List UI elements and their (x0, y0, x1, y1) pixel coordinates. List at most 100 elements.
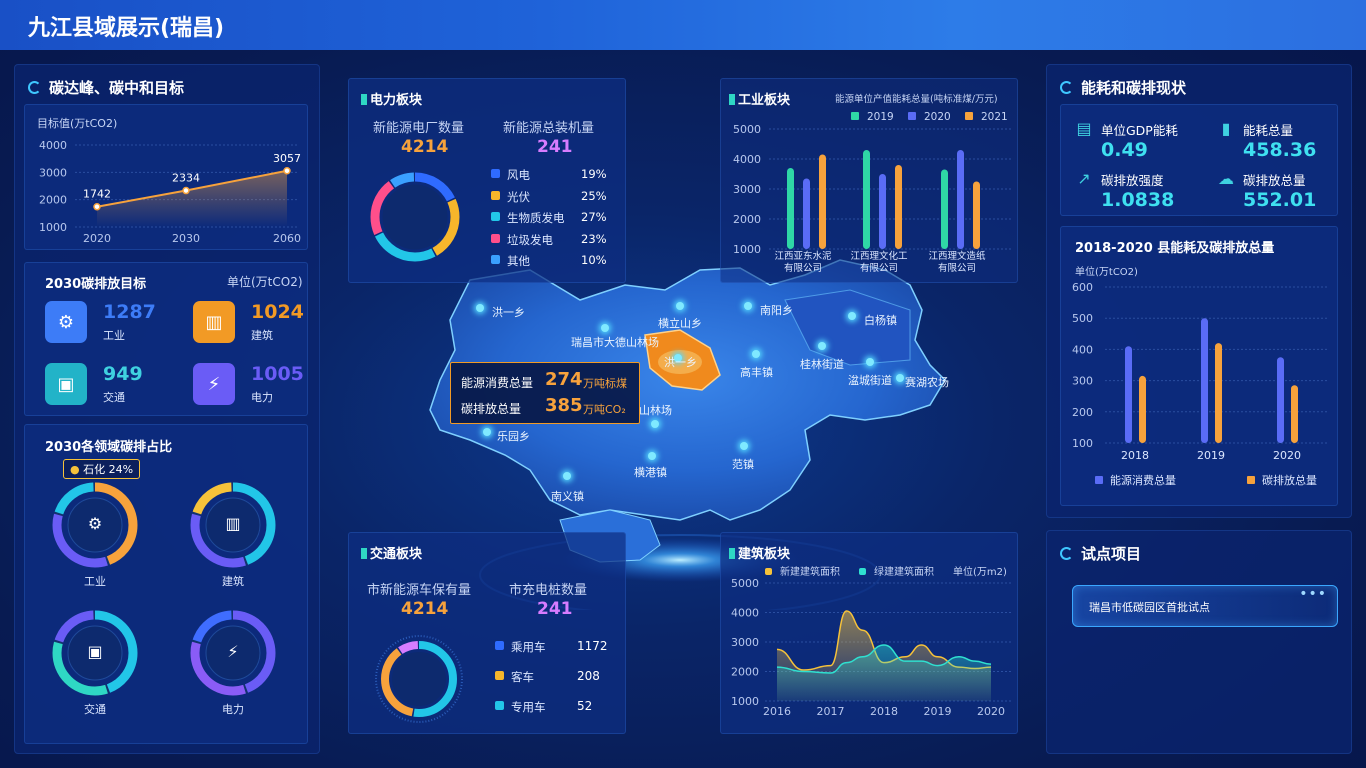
pilot-project-item[interactable]: 瑞昌市低碳园区首批试点 ••• (1072, 585, 1338, 627)
energy-xtick-label: 2020 (1273, 449, 1301, 462)
building-icon: ▥ (225, 514, 241, 533)
building-legend-1: 新建建筑面积 (765, 563, 840, 578)
industry-legend-label: 2021 (981, 111, 1008, 123)
map-point-dot[interactable] (848, 312, 856, 320)
industry-bar (973, 181, 980, 249)
energy-ytick-label: 100 (1072, 437, 1093, 450)
map-point-dot[interactable] (648, 452, 656, 460)
kpi-label: 碳排放强度 (1101, 173, 1164, 188)
trend-icon: ↗ (1077, 169, 1091, 188)
power-stat2-label: 新能源总装机量 (503, 121, 595, 136)
industry-bar (787, 168, 794, 249)
map-point-dot[interactable] (601, 324, 609, 332)
peak-title: 碳达峰、碳中和目标 (49, 79, 185, 97)
traffic-donut-chart (375, 635, 463, 723)
industry-ytick-label: 4000 (733, 153, 761, 166)
power-panel: 电力板块 新能源电厂数量 4214 新能源总装机量 241 风电 19% 光伏 25%… (348, 78, 626, 283)
goal-value: 1005 (251, 363, 304, 385)
map-point-dot[interactable] (563, 472, 571, 480)
goal-2030-unit: 单位(万tCO2) (227, 275, 303, 289)
goal-label: 工业 (103, 329, 125, 342)
kpi-label: 碳排放总量 (1243, 173, 1306, 188)
traffic-stat1-label: 市新能源车保有量 (367, 583, 472, 598)
industry-ytick-label: 5000 (733, 123, 761, 136)
share-2030-title: 2030各领域碳排占比 (45, 440, 173, 455)
peak-point (93, 202, 101, 211)
industry-bar (895, 165, 902, 249)
share-ring-segment (52, 610, 138, 696)
building-title-row: 建筑板块 (729, 543, 790, 562)
kpi-value: 0.49 (1101, 139, 1148, 161)
industry-bar (803, 178, 810, 249)
map-place-label: 洪一乡 (664, 356, 697, 369)
legend-swatch (1247, 476, 1255, 484)
lightning-icon: ⚡ (207, 373, 221, 395)
power-title: 电力板块 (370, 93, 423, 108)
legend-swatch (495, 641, 504, 650)
map-point-dot[interactable] (674, 354, 682, 362)
map-point-dot[interactable] (476, 304, 484, 312)
share-ring-label: 交通 (84, 703, 106, 716)
building-panel: 建筑板块 新建建筑面积 绿建建筑面积 单位(万m2) 5000 4000 3000 2… (720, 532, 1018, 734)
building-unit: 单位(万m2) (953, 567, 1007, 578)
traffic-title: 交通板块 (370, 547, 423, 562)
share-ring-segment (52, 482, 138, 568)
map-place-label: 洪一乡 (492, 306, 525, 319)
energy-legend-label: 碳排放总量 (1262, 473, 1317, 487)
goal-value: 949 (103, 363, 143, 385)
power-stat1-value: 4214 (401, 137, 449, 157)
goal-label: 电力 (251, 391, 273, 404)
map-place-label: 山林场 (639, 404, 672, 417)
power-legend-pct: 27% (581, 210, 607, 224)
section-bar-icon (729, 94, 732, 105)
map-point-dot[interactable] (896, 374, 904, 382)
peak-value-label: 2334 (172, 172, 200, 185)
industry-bar (941, 169, 948, 249)
share-ring-label: 工业 (84, 575, 106, 588)
energy-bar (1139, 375, 1146, 443)
building-ytick-label: 4000 (731, 607, 759, 620)
energy-chart-title: 2018-2020 县能耗及碳排放总量 (1075, 241, 1275, 256)
share-ring-center (67, 497, 123, 553)
map-place-label: 湓城街道 (848, 374, 892, 387)
legend-swatch (491, 255, 500, 264)
power-legend-name: 风电 (507, 168, 530, 182)
map-point-dot[interactable] (676, 302, 684, 310)
peak-line-chart: 4000 3000 2000 1000 1742 2020 2334 2030 3057 2060 (39, 139, 301, 245)
peak-ylabel: 目标值(万tCO2) (37, 117, 118, 130)
traffic-stat2-label: 市充电桩数量 (509, 583, 588, 598)
goal-value: 1287 (103, 301, 156, 323)
energy-legend-label: 能源消费总量 (1110, 473, 1176, 487)
industry-bar (819, 154, 826, 249)
share-tooltip-value: 24% (108, 463, 134, 476)
more-dots-icon[interactable]: ••• (1299, 586, 1327, 602)
map-point-dot[interactable] (651, 420, 659, 428)
traffic-legend-name: 客车 (511, 670, 534, 684)
map-tooltip-carbon-unit: 万吨CO₂ (583, 403, 626, 416)
traffic-legend-value: 208 (577, 669, 600, 683)
industry-bar (957, 150, 964, 249)
section-bar-icon (729, 548, 732, 559)
share-ring-center (205, 625, 261, 681)
power-legend-pct: 23% (581, 231, 607, 246)
goal-label: 交通 (103, 391, 125, 404)
legend-swatch (491, 190, 500, 200)
power-stat2-value: 241 (537, 137, 573, 157)
peak-xtick-label: 2060 (273, 232, 301, 245)
bar-chart-icon: ▮ (1221, 119, 1231, 138)
legend-swatch (765, 568, 772, 575)
map-point-dot[interactable] (752, 350, 760, 358)
map-point-dot[interactable] (818, 342, 826, 350)
donut-slice (370, 172, 460, 262)
building-xtick-label: 2020 (977, 705, 1005, 718)
map-point-dot[interactable] (483, 428, 491, 436)
building-ytick-label: 5000 (731, 577, 759, 590)
goal-value: 1024 (251, 301, 304, 323)
peak-xtick-label: 2020 (83, 232, 111, 245)
map-point-dot[interactable] (740, 442, 748, 450)
map-point-dot[interactable] (866, 358, 874, 366)
gears-icon: ⚙ (87, 514, 103, 533)
share-ring-segment (190, 482, 276, 568)
map-point-dot[interactable] (744, 302, 752, 310)
energy-bar (1215, 343, 1222, 443)
